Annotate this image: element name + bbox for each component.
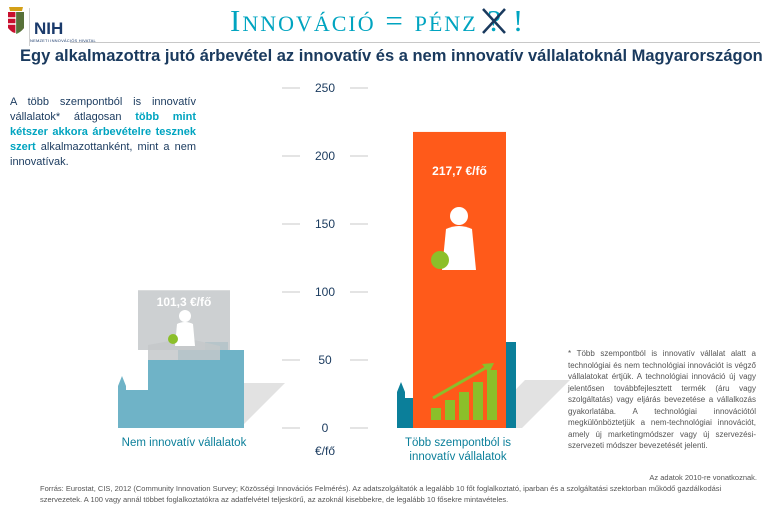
person-icon-head-right xyxy=(450,207,468,225)
value-label-non-innovative: 101,3 €/fő xyxy=(157,295,212,309)
growth-bar-icon xyxy=(473,382,483,420)
y-axis-label: €/fő xyxy=(315,444,335,458)
cross-out-icon xyxy=(482,8,507,34)
footnote: * Több szempontból is innovatív vállalat… xyxy=(568,349,756,450)
person-icon-body xyxy=(175,322,195,346)
growth-arrow-icon xyxy=(432,364,490,400)
nih-logo: NIH xyxy=(8,7,63,46)
intro-highlight: több mint kétszer akkora árbevételre tes… xyxy=(10,111,196,153)
category-label-non-innovative: Nem innovatív vállalatok xyxy=(122,437,247,449)
growth-bar-icon xyxy=(487,370,497,420)
euro-bag-icon xyxy=(168,334,178,344)
bar-non-innovative-base xyxy=(148,338,220,360)
category-label-innovative: innovatív vállalatok xyxy=(409,451,506,463)
person-icon-body-right xyxy=(442,226,476,270)
logo-org-text: NEMZETI INNOVÁCIÓS HIVATAL xyxy=(30,38,96,43)
factory-silhouette-left xyxy=(118,342,244,428)
value-label-innovative: 217,7 €/fő xyxy=(432,164,487,178)
person-icon-head xyxy=(179,310,191,322)
source-note: Forrás: Eurostat, CIS, 2012 (Community I… xyxy=(40,484,722,504)
growth-bar-icon xyxy=(459,392,469,420)
title-main: Innováció = pénz xyxy=(230,3,478,38)
nih-mark: NIH xyxy=(34,19,63,38)
y-tick-label: 100 xyxy=(315,285,335,299)
intro-text: A több szempontból is innovatív vállalat… xyxy=(10,96,196,168)
y-tick-label: 200 xyxy=(315,149,335,163)
hungary-coat-of-arms-icon xyxy=(8,7,24,34)
growth-bar-icon xyxy=(445,400,455,420)
y-tick-label: 250 xyxy=(315,81,335,95)
growth-bar-icon xyxy=(431,408,441,420)
y-tick-label: 0 xyxy=(322,421,329,435)
title-question-mark: ? xyxy=(482,3,507,39)
euro-bag-icon-right xyxy=(431,251,449,269)
title-divider xyxy=(70,42,760,43)
category-label-innovative: Több szempontból is xyxy=(405,437,511,449)
title-exclamation: ! xyxy=(512,3,526,38)
growth-arrow-head-icon xyxy=(482,363,494,373)
page-title: Innováció = pénz ? ! xyxy=(230,3,525,39)
y-tick-label: 150 xyxy=(315,217,335,231)
chart-title: Egy alkalmazottra jutó árbevétel az inno… xyxy=(20,47,763,65)
y-tick-label: 50 xyxy=(318,353,332,367)
data-year-note: Az adatok 2010-re vonatkoznak. xyxy=(649,473,757,482)
